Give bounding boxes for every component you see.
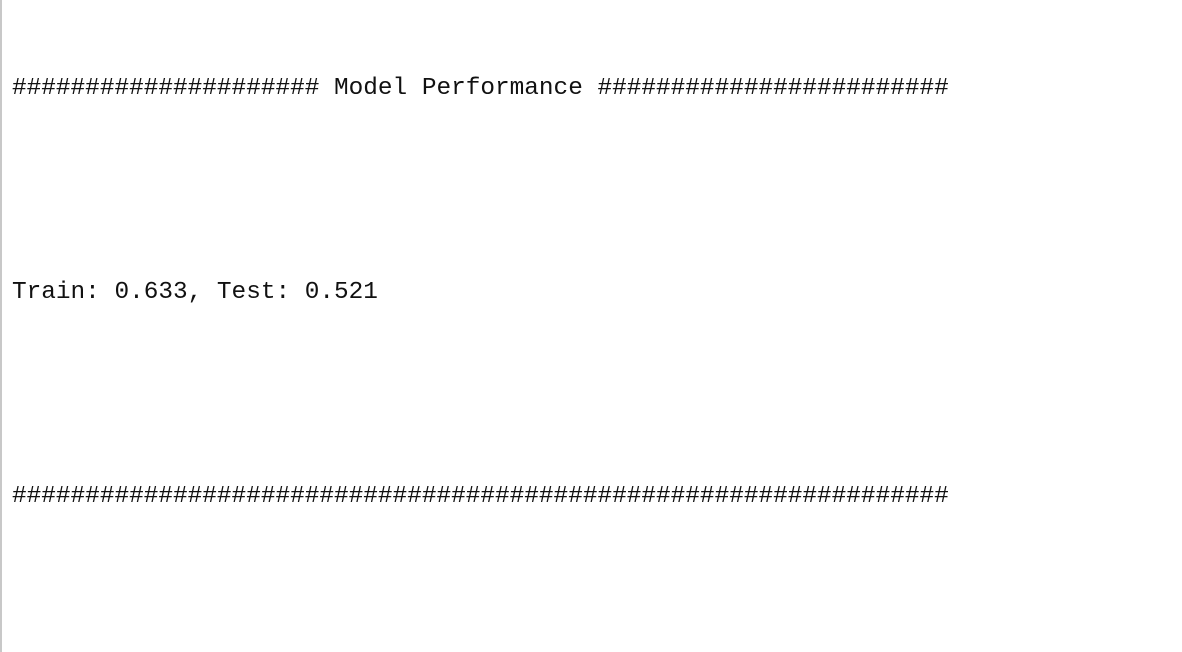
panel-left-border: [0, 0, 2, 652]
blank-line: [12, 174, 1176, 208]
blank-line: [12, 378, 1176, 412]
blank-line: [12, 582, 1176, 616]
header-banner: ##################### Model Performance …: [12, 75, 949, 102]
console-output[interactable]: ##################### Model Performance …: [12, 4, 1176, 648]
separator-line: ########################################…: [12, 483, 949, 510]
train-test-scores: Train: 0.633, Test: 0.521: [12, 279, 378, 306]
